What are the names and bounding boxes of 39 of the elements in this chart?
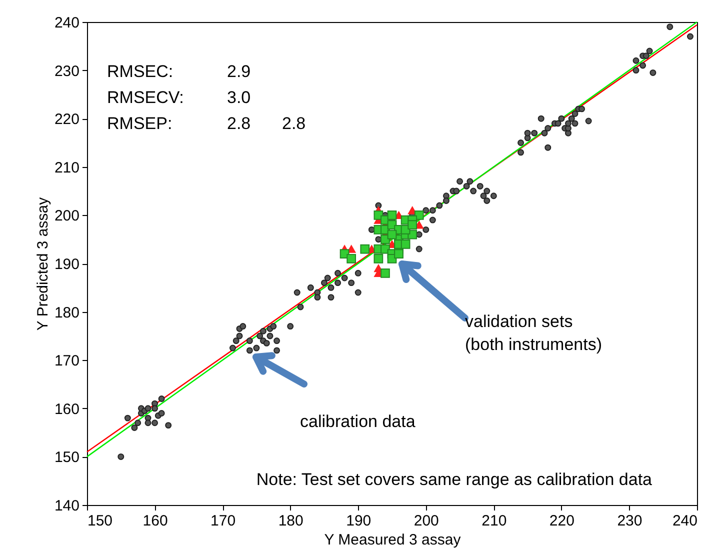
y-tick-label: 150	[54, 449, 80, 466]
y-axis-title: Y Predicted 3 assay	[34, 196, 52, 331]
y-tick-label: 230	[54, 62, 80, 80]
y-tick-label: 240	[54, 14, 80, 32]
x-tick-label: 210	[482, 512, 507, 530]
text: RMSEC: 2.9	[107, 62, 251, 81]
x-tick-label: 230	[617, 512, 642, 530]
annotation: calibration data	[300, 412, 416, 431]
x-tick-label: 200	[414, 512, 439, 530]
y-tick-label: 140	[54, 498, 80, 514]
x-tick-label: 170	[210, 512, 236, 530]
text: RMSEP: 2.8 2.8	[107, 114, 306, 133]
text: RMSECV: 3.0	[107, 88, 251, 107]
y-tick-label: 190	[54, 256, 80, 273]
x-tick-label: 150	[88, 512, 113, 530]
point	[360, 244, 370, 254]
point	[408, 220, 418, 230]
x-tick-label: 180	[278, 512, 304, 530]
y-tick-label: 200	[54, 208, 80, 225]
annotation: (both instruments)	[465, 335, 602, 354]
point	[380, 268, 390, 278]
point	[400, 239, 410, 249]
x-axis-title: Y Measured 3 assay	[324, 532, 462, 548]
point	[387, 210, 397, 220]
x-tick-label: 160	[142, 512, 168, 530]
annotation: validation sets	[465, 312, 573, 331]
y-tick-label: 180	[54, 304, 80, 322]
x-tick-label: 240	[672, 512, 698, 530]
point	[387, 230, 397, 240]
x-tick-label: 190	[346, 512, 372, 530]
point	[374, 254, 384, 264]
y-tick-label: 220	[54, 111, 80, 128]
point	[394, 249, 404, 259]
x-tick-label: 220	[549, 512, 574, 530]
point	[346, 254, 356, 264]
annotation: Note: Test set covers same range as calibration data	[256, 470, 653, 489]
y-tick-label: 210	[54, 159, 80, 176]
y-tick-label: 160	[54, 400, 80, 418]
y-tick-label: 170	[54, 352, 80, 370]
